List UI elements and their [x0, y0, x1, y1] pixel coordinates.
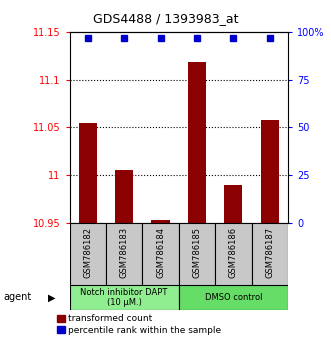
Bar [188, 62, 206, 223]
Text: Notch inhibitor DAPT
(10 μM.): Notch inhibitor DAPT (10 μM.) [80, 288, 168, 307]
Text: GSM786184: GSM786184 [156, 227, 165, 278]
Bar [224, 185, 242, 223]
Bar [252, 223, 288, 285]
Bar [70, 223, 106, 285]
Bar [106, 223, 142, 285]
Bar [151, 220, 169, 223]
Bar [70, 285, 179, 310]
Text: DMSO control: DMSO control [205, 293, 262, 302]
Bar [115, 170, 133, 223]
Bar [179, 223, 215, 285]
Bar [260, 120, 279, 223]
Text: GSM786185: GSM786185 [192, 227, 202, 278]
Bar [215, 223, 252, 285]
Legend: transformed count, percentile rank within the sample: transformed count, percentile rank withi… [58, 314, 221, 335]
Bar [78, 123, 97, 223]
Text: GSM786186: GSM786186 [229, 227, 238, 278]
Text: agent: agent [3, 292, 31, 302]
Text: GDS4488 / 1393983_at: GDS4488 / 1393983_at [93, 12, 238, 25]
Bar [179, 285, 288, 310]
Text: GSM786187: GSM786187 [265, 227, 274, 278]
Text: ▶: ▶ [48, 292, 55, 302]
Text: GSM786182: GSM786182 [83, 227, 92, 278]
Text: GSM786183: GSM786183 [119, 227, 129, 278]
Bar [142, 223, 179, 285]
